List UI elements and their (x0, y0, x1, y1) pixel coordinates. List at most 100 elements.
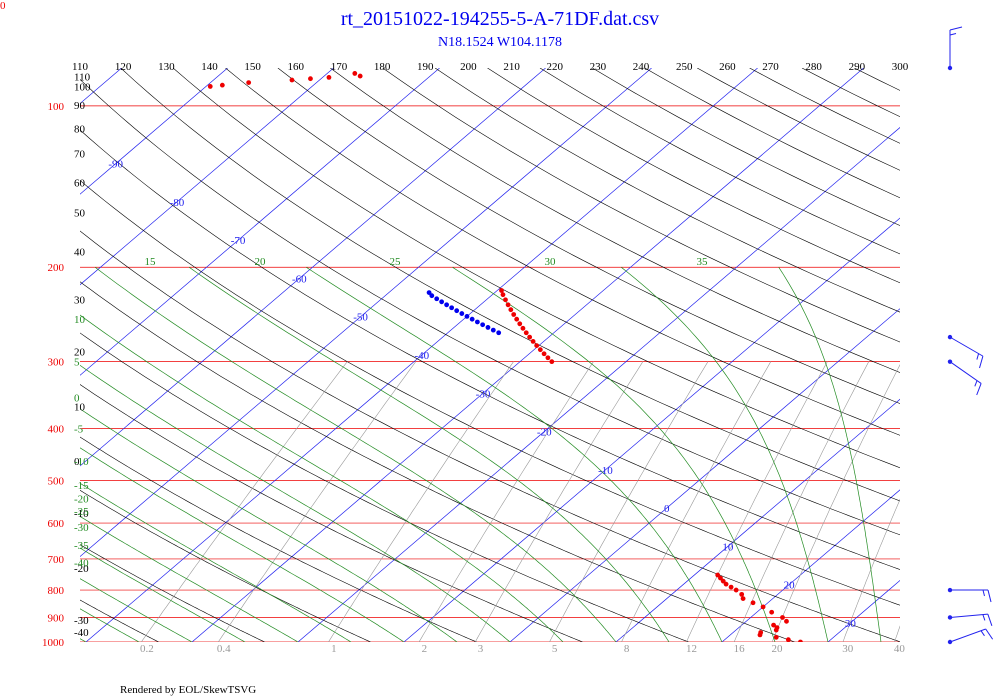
moist-adiabat-line (80, 364, 511, 642)
dry-adiabat-line (80, 230, 900, 642)
pressure-tick-label: 900 (48, 612, 65, 624)
isentrope-label: 120 (115, 61, 132, 73)
temperature-point (780, 615, 785, 620)
isotherm-line (403, 217, 900, 642)
isotherm-line (80, 68, 652, 557)
pressure-tick-label: 100 (48, 101, 65, 113)
isentrope-label: 250 (676, 61, 693, 73)
temperature-point (534, 343, 540, 348)
isentrope-label: 220 (546, 61, 563, 73)
isotherm-line (615, 398, 900, 642)
temperature-point (246, 80, 252, 85)
temperature-point (520, 325, 526, 331)
isotherm-line (80, 68, 546, 467)
moist-adiabat-label-left: -25 (74, 506, 89, 518)
temperature-point (514, 316, 520, 322)
temperature-point (718, 575, 723, 581)
isotherm-label: 10 (722, 541, 734, 553)
temperature-point (517, 321, 523, 327)
left-temp-label: 50 (74, 207, 86, 219)
mixing-ratio-label: 0.4 (217, 643, 231, 655)
left-temp-label: 60 (74, 177, 86, 189)
isotherm-label: -90 (108, 159, 123, 171)
isotherm-label: -50 (353, 312, 368, 324)
dewpoint-point (469, 316, 475, 322)
dewpoint-point (444, 302, 450, 308)
temperature-point (499, 288, 504, 293)
mixing-ratio-label: 0.2 (140, 643, 154, 655)
isotherm-line (721, 489, 900, 642)
mixing-ratio-line (217, 361, 416, 642)
temperature-point (352, 71, 358, 76)
isotherm-line (0, 68, 16, 642)
isotherm-label: -80 (170, 197, 185, 209)
moist-adiabat-label-left: -40 (74, 557, 89, 569)
temperature-point (541, 351, 547, 357)
dry-adiabat-line (80, 281, 795, 642)
isotherm-line (191, 68, 864, 642)
isotherm-label: 30 (845, 618, 857, 630)
dewpoint-point (464, 313, 470, 319)
pressure-tick-label: 1000 (42, 637, 65, 649)
moist-adiabat-line (80, 447, 405, 642)
temperature-point (758, 630, 764, 635)
mixing-ratio-line (549, 361, 709, 642)
wind-barb-half-feather (982, 589, 985, 597)
temperature-point (511, 312, 517, 317)
isentrope-label: 130 (158, 61, 175, 73)
isentrope-label: 170 (331, 61, 348, 73)
wind-barb-feather (949, 26, 963, 31)
mixing-ratio-label: 30 (842, 643, 854, 655)
wind-barb-feather (987, 613, 993, 627)
temperature-point (326, 74, 332, 80)
mixing-ratio-label: 20 (772, 643, 784, 655)
temperature-point (723, 581, 729, 587)
dewpoint-point (480, 322, 486, 328)
wind-barb-half-feather (980, 630, 985, 637)
moist-adiabat-line (80, 482, 352, 642)
left-temp-label: 0 (74, 456, 80, 468)
temperature-point (798, 639, 803, 642)
wind-barb-feather (987, 589, 992, 603)
temperature-point (207, 84, 213, 89)
mixing-ratio-line (621, 361, 771, 642)
dry-adiabat-line (907, 68, 1000, 642)
moist-adiabat-label-left: 0 (74, 393, 80, 405)
temperature-point (527, 334, 533, 340)
dewpoint-point (474, 319, 480, 325)
isentrope-label: 230 (590, 61, 607, 73)
isentrope-label: 160 (288, 61, 305, 73)
temperature-point (773, 634, 779, 640)
temperature-point (289, 77, 295, 83)
wind-barb-half-feather (982, 614, 986, 621)
chart-title: rt_20151022-194255-5-A-71DF.dat.csv (340, 8, 660, 30)
wind-barb-shaft (949, 613, 988, 618)
moist-adiabat-line (80, 314, 564, 642)
left-temp-label: 30 (74, 295, 86, 307)
dewpoint-point (454, 308, 460, 314)
mixing-ratio-label: 3 (478, 643, 484, 655)
wind-barb-shaft (949, 336, 984, 357)
moist-adiabat-line (80, 608, 140, 642)
isotherm-line (827, 580, 900, 642)
moist-adiabat-label-top: 20 (255, 256, 267, 268)
isentrope-label: 300 (892, 61, 909, 73)
moist-adiabat-line (80, 578, 193, 642)
dewpoint-point (459, 311, 465, 316)
isentrope-label: 270 (762, 61, 779, 73)
mixing-ratio-line (894, 625, 900, 642)
wind-barb-shaft (949, 628, 986, 643)
moist-adiabat-label-left: -30 (74, 522, 89, 534)
temperature-point (750, 600, 756, 606)
pressure-tick-label: 300 (48, 357, 65, 369)
dry-adiabat-line (592, 68, 900, 226)
dry-adiabat-line (487, 68, 900, 284)
temperature-point (771, 622, 776, 628)
left-temp-label: 110 (74, 71, 91, 83)
temperature-point (733, 587, 739, 593)
temperature-point (769, 609, 775, 615)
dry-adiabat-line (434, 68, 900, 313)
isotherm-label: -30 (476, 388, 491, 400)
mixing-ratio-line (771, 364, 900, 642)
isotherm-label: -60 (292, 273, 307, 285)
